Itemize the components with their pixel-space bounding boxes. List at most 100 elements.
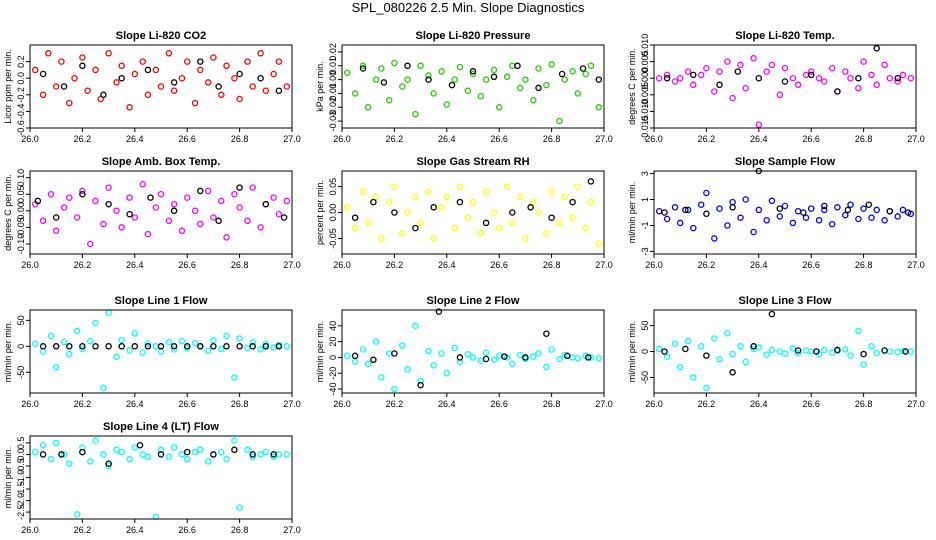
data-point-overlay xyxy=(370,356,377,364)
data-point-primary xyxy=(231,74,238,82)
data-point-primary xyxy=(516,351,524,359)
data-point-primary xyxy=(60,338,68,346)
data-point-primary xyxy=(425,347,432,355)
data-point-primary xyxy=(548,346,555,353)
y-tick-label: -0.10 xyxy=(16,234,26,255)
data-point-overlay xyxy=(844,206,852,214)
data-point-primary xyxy=(456,63,464,71)
data-point-primary xyxy=(79,345,86,353)
data-point-primary xyxy=(828,220,836,228)
x-tick-label: 26.2 xyxy=(698,399,716,409)
data-point-primary xyxy=(495,224,503,232)
x-tick-label: 26.8 xyxy=(855,260,873,270)
data-point-overlay xyxy=(79,190,86,198)
data-point-primary xyxy=(399,83,406,90)
data-point-primary xyxy=(257,224,264,231)
data-point-primary xyxy=(768,61,776,69)
y-axis-label: ml/min per min. xyxy=(627,182,637,244)
data-point-primary xyxy=(482,349,490,356)
chart-panel-6: Slope Sample Flow 26.0 26.2 26.4 26.6 26.8 27.… xyxy=(627,156,925,270)
x-tick-label: 26.8 xyxy=(855,399,873,409)
y-tick-label: 1 xyxy=(640,197,650,202)
data-point-primary xyxy=(47,332,55,340)
data-point-primary xyxy=(79,54,86,61)
data-point-primary xyxy=(139,58,146,65)
chart-panel-5: Slope Gas Stream RH 26.0 26.2 26.4 26.6 26.8 2… xyxy=(315,156,613,270)
data-point-overlay xyxy=(270,451,277,458)
data-point-primary xyxy=(60,204,68,211)
data-point-primary xyxy=(742,196,749,203)
data-point-primary xyxy=(178,227,186,235)
data-point-primary xyxy=(113,446,120,454)
data-point-overlay xyxy=(79,62,86,70)
data-point-primary xyxy=(31,340,39,347)
data-point-overlay xyxy=(249,343,256,350)
data-point-primary xyxy=(404,76,411,83)
data-point-overlay xyxy=(157,343,165,350)
data-point-primary xyxy=(655,207,663,215)
data-point-overlay xyxy=(716,81,723,89)
data-point-primary xyxy=(131,70,139,78)
data-point-primary xyxy=(197,446,204,454)
data-point-overlay xyxy=(170,207,178,215)
x-tick-label: 26.4 xyxy=(126,134,144,144)
data-point-primary xyxy=(372,193,380,201)
data-point-primary xyxy=(776,213,784,220)
chart-title: Slope Amb. Box Temp. xyxy=(102,156,221,168)
data-point-primary xyxy=(351,224,359,232)
data-point-primary xyxy=(737,61,744,69)
data-point-primary xyxy=(548,188,555,196)
chart-title: Slope Gas Stream RH xyxy=(416,156,529,168)
data-point-primary xyxy=(763,351,770,358)
data-point-primary xyxy=(860,361,867,368)
data-point-primary xyxy=(270,344,277,351)
data-point-primary xyxy=(443,101,451,108)
data-point-primary xyxy=(412,193,419,201)
data-point-overlay xyxy=(262,200,270,208)
data-point-primary xyxy=(378,373,385,381)
x-tick-label: 26.8 xyxy=(231,399,249,409)
data-point-primary xyxy=(139,349,146,356)
data-point-primary xyxy=(58,58,65,65)
data-point-primary xyxy=(47,455,55,463)
data-point-overlay xyxy=(391,209,398,216)
data-point-overlay xyxy=(183,448,191,456)
x-tick-label: 26.6 xyxy=(802,260,820,270)
data-point-primary xyxy=(430,90,437,97)
data-point-overlay xyxy=(223,343,230,350)
data-point-primary xyxy=(595,354,603,362)
data-point-overlay xyxy=(236,70,243,78)
data-point-primary xyxy=(66,460,73,467)
data-point-primary xyxy=(385,198,393,206)
data-point-overlay xyxy=(548,214,555,221)
data-point-primary xyxy=(477,230,485,237)
data-point-primary xyxy=(684,68,692,75)
data-point-overlay xyxy=(734,68,742,75)
data-point-overlay xyxy=(136,441,144,449)
data-point-primary xyxy=(236,335,243,342)
data-point-primary xyxy=(860,205,867,212)
data-point-primary xyxy=(425,72,432,79)
data-point-primary xyxy=(690,374,697,381)
data-point-primary xyxy=(73,327,81,335)
data-point-primary xyxy=(821,206,828,214)
data-point-primary xyxy=(71,74,78,82)
data-point-primary xyxy=(582,70,589,78)
data-point-primary xyxy=(47,190,55,198)
data-point-overlay xyxy=(275,87,283,94)
data-point-primary xyxy=(530,353,537,360)
data-point-primary xyxy=(781,350,789,357)
data-point-overlay xyxy=(456,354,464,361)
data-point-primary xyxy=(587,198,595,206)
data-point-primary xyxy=(165,338,173,346)
data-point-primary xyxy=(842,346,849,353)
data-point-primary xyxy=(100,384,107,392)
data-point-primary xyxy=(860,58,867,65)
data-point-primary xyxy=(868,214,875,221)
data-point-overlay xyxy=(144,343,152,350)
y-axis-label: degrees C per min. xyxy=(627,48,637,125)
data-point-primary xyxy=(399,230,406,237)
data-point-overlay xyxy=(579,65,587,72)
data-point-primary xyxy=(118,448,125,456)
